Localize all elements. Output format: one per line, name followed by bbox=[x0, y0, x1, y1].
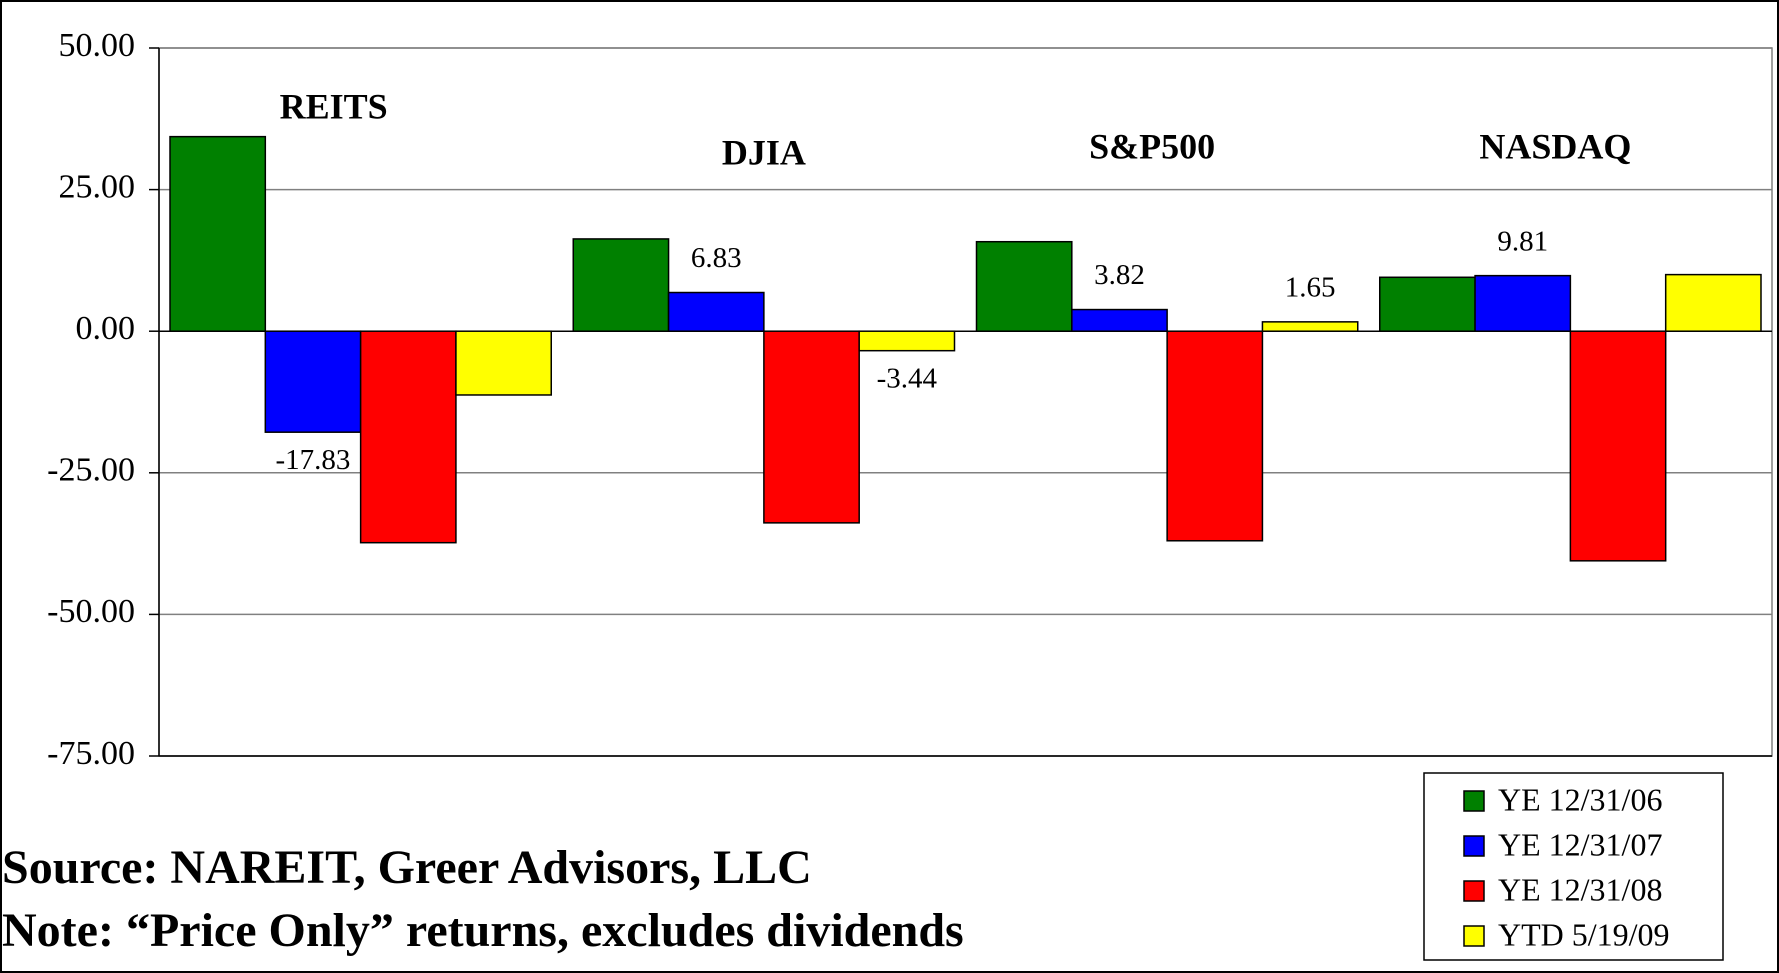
value-label: -17.83 bbox=[276, 444, 351, 476]
legend-swatch bbox=[1463, 925, 1485, 947]
bar bbox=[1261, 321, 1359, 332]
bar bbox=[1569, 330, 1667, 562]
category-label: REITS bbox=[280, 86, 388, 126]
y-tick-label: 25.00 bbox=[59, 168, 136, 205]
y-tick-label: -75.00 bbox=[47, 735, 135, 772]
bar bbox=[975, 240, 1073, 332]
bar bbox=[667, 291, 765, 332]
y-tick-label: -25.00 bbox=[47, 452, 135, 489]
bar bbox=[1071, 308, 1168, 332]
category-label: DJIA bbox=[722, 132, 806, 172]
category-label: NASDAQ bbox=[1479, 126, 1631, 166]
y-tick-label: -50.00 bbox=[47, 593, 135, 630]
bar bbox=[359, 330, 457, 544]
bar bbox=[858, 330, 956, 352]
price-note: Note: “Price Only” returns, excludes div… bbox=[2, 904, 964, 957]
legend-label: YTD 5/19/09 bbox=[1498, 916, 1670, 952]
bar bbox=[169, 135, 267, 332]
value-label: -3.44 bbox=[877, 362, 938, 394]
bar bbox=[264, 330, 362, 433]
bar bbox=[1166, 330, 1264, 542]
y-tick-label: 0.00 bbox=[76, 310, 136, 347]
bar bbox=[455, 330, 552, 396]
legend-label: YE 12/31/08 bbox=[1498, 871, 1662, 907]
legend-swatch bbox=[1463, 880, 1485, 902]
bar bbox=[763, 330, 860, 524]
category-label: S&P500 bbox=[1089, 126, 1215, 166]
legend-swatch bbox=[1463, 790, 1485, 812]
bar bbox=[1379, 276, 1476, 332]
y-tick-label: 50.00 bbox=[59, 27, 136, 64]
value-label: 3.82 bbox=[1094, 259, 1145, 291]
legend-label: YE 12/31/06 bbox=[1498, 781, 1662, 817]
value-label: 1.65 bbox=[1285, 272, 1336, 304]
source-note: Source: NAREIT, Greer Advisors, LLC bbox=[2, 841, 812, 894]
value-label: 6.83 bbox=[691, 242, 742, 274]
value-label: 9.81 bbox=[1497, 225, 1548, 257]
legend-label: YE 12/31/07 bbox=[1498, 826, 1662, 862]
bar bbox=[1474, 274, 1572, 332]
bar bbox=[572, 238, 670, 332]
bar bbox=[1664, 273, 1762, 332]
legend-swatch bbox=[1463, 835, 1485, 857]
